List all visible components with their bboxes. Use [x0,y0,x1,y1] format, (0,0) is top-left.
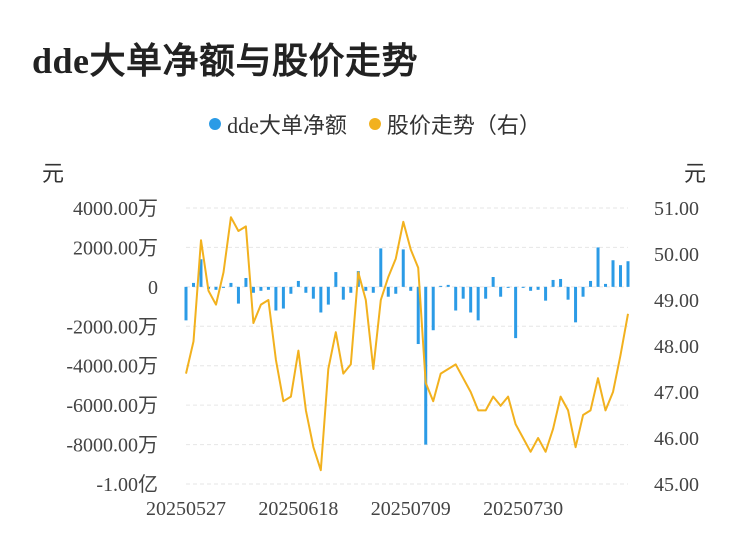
x-tick-label: 20250730 [483,498,563,520]
dde-bar [184,286,188,321]
dde-bar [559,278,563,287]
dde-bar [304,286,308,293]
dde-bar [626,261,630,287]
legend-item-price[interactable]: 股价走势（右） [368,108,541,140]
left-tick-label: -2000.00万 [66,316,158,338]
dde-bar [274,286,278,311]
dde-bar [394,286,398,294]
dde-bar [379,248,383,287]
legend-label-dde: dde大单净额 [227,113,347,138]
dde-bar [574,286,578,323]
dde-bar [529,286,533,291]
dde-bar [199,259,203,287]
dde-bar [214,286,218,290]
dde-bar [461,286,465,299]
x-tick-label: 20250709 [371,498,451,520]
dde-bar [416,286,420,345]
right-axis-unit: 元 [684,161,707,186]
dde-bars [184,247,630,445]
right-tick-label: 45.00 [654,474,699,496]
dde-bar [191,282,195,287]
dde-bar [596,247,600,287]
dde-bar [371,286,375,293]
left-tick-label: 4000.00万 [73,198,158,220]
left-tick-label: 2000.00万 [73,237,158,259]
dde-bar [499,286,503,297]
dde-bar [454,286,458,311]
dde-bar [409,286,413,291]
dde-bar [319,286,323,313]
left-tick-label: -4000.00万 [66,356,158,378]
right-tick-label: 49.00 [654,290,699,312]
right-tick-label: 46.00 [654,428,699,450]
x-tick-label: 20250527 [146,498,226,520]
legend-label-price: 股价走势（右） [386,113,541,138]
left-tick-label: -6000.00万 [66,395,158,417]
dde-bar [289,286,293,294]
dde-bar [491,277,495,287]
left-tick-label: -8000.00万 [66,435,158,457]
x-tick-label: 20250618 [258,498,338,520]
dde-bar [581,286,585,297]
right-tick-label: 50.00 [654,244,699,266]
dde-bar [544,286,548,301]
dde-bar [484,286,488,299]
dde-bar [281,286,285,309]
right-axis: 51.00 50.00 49.00 48.00 47.00 46.00 45.00 [654,198,699,496]
dde-bar [589,280,593,287]
dde-bar [476,286,480,321]
dde-bar [619,265,623,287]
dde-bar [536,286,540,290]
dde-bar [424,286,428,445]
legend-dot-price [368,118,381,130]
right-tick-label: 48.00 [654,336,699,358]
dde-bar [349,286,353,293]
legend: dde大单净额 股价走势（右） [0,108,750,140]
right-tick-label: 51.00 [654,198,699,220]
left-axis-unit: 元 [42,161,65,186]
dde-bar [469,286,473,313]
dde-bar [514,286,518,339]
dde-bar [506,286,510,288]
x-axis: 20250527 20250618 20250709 20250730 [146,498,563,520]
dde-bar [551,279,555,287]
dde-bar [296,280,300,287]
dde-bar [341,286,345,300]
left-axis: 4000.00万 2000.00万 0 -2000.00万 -4000.00万 -6000… [66,198,158,496]
dde-bar [334,272,338,287]
right-tick-label: 47.00 [654,382,699,404]
dde-bar [611,260,615,287]
dde-bar [259,286,263,291]
legend-dot-dde [209,118,222,130]
dde-bar [439,285,443,287]
gridlines [186,207,628,485]
dde-bar [229,282,233,287]
dde-bar [521,286,525,288]
dde-bar [386,286,390,297]
dde-bar [236,286,240,304]
left-tick-label: 0 [148,277,158,299]
dde-bar [604,283,608,287]
chart-title: dde大单净额与股价走势 [32,41,419,81]
dde-bar [251,286,255,293]
dde-bar [566,286,570,300]
legend-item-dde[interactable]: dde大单净额 [209,108,347,140]
price-line-group [185,216,629,472]
left-tick-label: -1.00亿 [96,473,158,496]
dde-bar [221,286,225,288]
dde-bar [266,286,270,290]
dde-bar [326,286,330,305]
dde-bar [244,277,248,287]
dde-bar [311,286,315,299]
price-line [185,216,629,472]
dde-bar [364,286,368,291]
dde-bar [431,286,435,331]
dde-bar [446,284,450,287]
dde-bar [401,249,405,287]
